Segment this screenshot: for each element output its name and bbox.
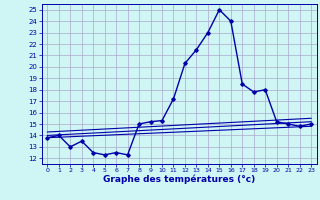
X-axis label: Graphe des températures (°c): Graphe des températures (°c)	[103, 175, 255, 184]
